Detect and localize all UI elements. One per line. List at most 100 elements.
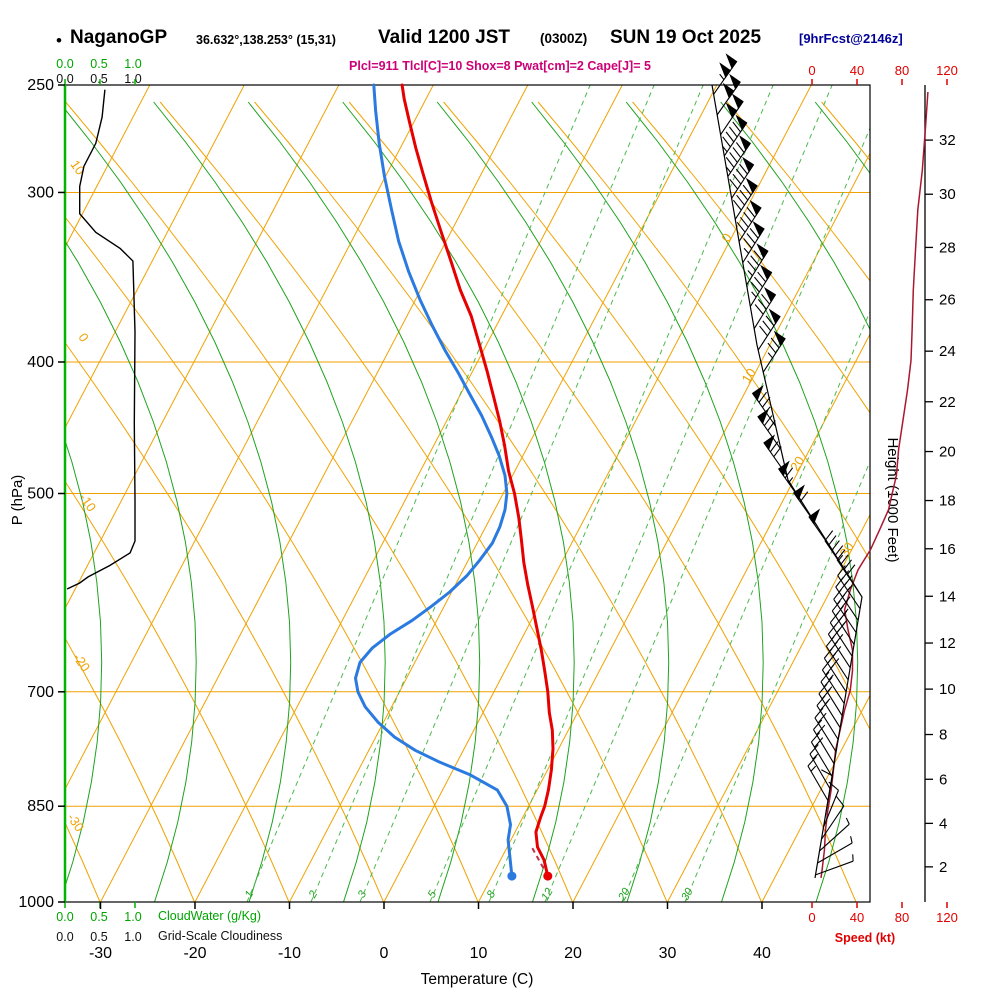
wind-barb xyxy=(829,612,853,657)
pressure-axis-title: P (hPa) xyxy=(9,475,26,526)
cloudwater-scale-top: 0.0 0.5 1.0 xyxy=(48,55,150,73)
wind-barb xyxy=(815,854,854,876)
cloudiness-tick: 0.5 xyxy=(90,72,108,86)
height-tick-label: 16 xyxy=(939,541,956,558)
pressure-tick-label: 700 xyxy=(27,684,54,701)
height-tick-label: 4 xyxy=(939,815,947,832)
wind-barb xyxy=(716,73,741,116)
wind-barb xyxy=(725,135,751,177)
zulu-time: (0300Z) xyxy=(540,31,588,46)
station-name: NaganoGP xyxy=(70,27,168,48)
cloudiness-curve xyxy=(66,89,136,590)
dry-adiabat-label: -30 xyxy=(64,810,87,834)
wind-barb xyxy=(757,308,781,351)
wind-barb xyxy=(746,243,769,286)
wind-barb xyxy=(821,769,833,816)
mixing-ratio-label: 30 xyxy=(679,885,696,902)
speed-tick-label-top: 40 xyxy=(850,63,864,78)
dry-adiabat-label: 10 xyxy=(67,157,88,177)
speed-tick-label-bottom: 40 xyxy=(850,910,864,925)
grid-layer xyxy=(65,85,870,902)
indices-line: Plcl=911 Tlcl[C]=10 Shox=8 Pwat[cm]=2 Ca… xyxy=(349,59,651,73)
height-tick-label: 22 xyxy=(939,394,956,411)
wind-barb xyxy=(813,719,835,765)
wind-barb xyxy=(722,114,748,157)
speed-tick-label-top: 120 xyxy=(936,63,958,78)
wind-barb xyxy=(819,817,850,852)
cloudwater-tick: 1.0 xyxy=(124,910,142,924)
height-tick-label: 32 xyxy=(939,132,956,149)
dewpoint-curve xyxy=(354,83,514,878)
wind-barb xyxy=(808,508,833,550)
cloudwater-tick: 0.5 xyxy=(90,57,108,71)
mixing-ratio-label: 1 xyxy=(243,889,256,900)
pressure-tick-label: 850 xyxy=(27,798,54,815)
temperature-tick-label: 40 xyxy=(753,945,771,962)
cloudiness-tick: 1.0 xyxy=(124,930,142,944)
temperature-tick-label: -30 xyxy=(89,945,112,962)
station-coords: 36.632°,138.253° (15,31) xyxy=(196,33,336,47)
pressure-tick-label: 300 xyxy=(27,184,54,201)
wind-barb xyxy=(749,264,773,307)
mixing-ratio-label: 8 xyxy=(485,888,499,900)
height-tick-label: 14 xyxy=(939,588,956,605)
wind-barb xyxy=(742,221,765,264)
wind-barb xyxy=(821,795,845,840)
mixing-ratio-label: 20 xyxy=(616,885,633,903)
wind-barb xyxy=(757,408,782,450)
valid-date: SUN 19 Oct 2025 xyxy=(610,27,762,48)
pressure-tick-label: 400 xyxy=(27,354,54,371)
pressure-tick-label: 250 xyxy=(27,77,54,94)
height-tick-label: 18 xyxy=(939,493,956,510)
wind-barb xyxy=(736,199,762,242)
dry-adiabat-label: 0 xyxy=(75,330,91,345)
isotherm-label: 0 xyxy=(718,231,735,245)
parcel-path xyxy=(530,846,549,877)
wind-barb xyxy=(751,385,777,427)
cloudwater-scale-bottom: 0.0 0.5 1.0 xyxy=(48,908,150,926)
temperature-tick-label: 0 xyxy=(380,945,389,962)
height-tick-label: 2 xyxy=(939,859,947,876)
speed-tick-label-bottom: 80 xyxy=(895,910,909,925)
forecast-tag: [9hrFcst@2146z] xyxy=(799,31,903,46)
wind-barb xyxy=(753,286,777,329)
cloudwater-tick: 0.0 xyxy=(56,57,74,71)
wind-barb xyxy=(827,623,851,669)
surface-temperature-dot xyxy=(543,871,553,881)
height-tick-label: 26 xyxy=(939,292,956,309)
height-tick-label: 6 xyxy=(939,771,947,788)
height-tick-label: 10 xyxy=(939,681,956,698)
isotherm-label: 10 xyxy=(739,366,759,386)
cloudiness-scale-bottom: 0.0 0.5 1.0 xyxy=(48,928,150,946)
temperature-tick-label: 10 xyxy=(470,945,488,962)
height-tick-label: 30 xyxy=(939,186,956,203)
mixing-ratio-label: 12 xyxy=(539,886,556,903)
wind-barb xyxy=(825,636,849,681)
station-bullet-icon: • xyxy=(56,31,62,50)
speed-tick-label-top: 80 xyxy=(895,63,909,78)
wind-barb xyxy=(836,549,860,594)
temperature-tick-label: 20 xyxy=(564,945,582,962)
mixing-ratio-label: 2 xyxy=(306,889,320,901)
pressure-tick-label: 1000 xyxy=(18,894,54,911)
speed-axis-title: Speed (kt) xyxy=(834,931,896,945)
surface-dewpoint-dot xyxy=(507,871,517,881)
mixing-ratio-label: 3 xyxy=(356,888,370,900)
wind-barb xyxy=(820,671,843,717)
wind-barb xyxy=(831,600,855,645)
speed-tick-label-top: 0 xyxy=(808,63,815,78)
wind-barb xyxy=(823,648,847,693)
wind-barb xyxy=(732,177,758,220)
cloudwater-axis-title: CloudWater (g/Kg) xyxy=(158,909,262,923)
height-tick-label: 24 xyxy=(939,343,956,360)
speed-tick-label-bottom: 120 xyxy=(936,910,958,925)
cloudwater-tick: 0.0 xyxy=(56,910,74,924)
wind-barb xyxy=(817,836,853,864)
cloudiness-scale-top: 0.0 0.5 1.0 xyxy=(48,70,150,88)
speed-tick-label-bottom: 0 xyxy=(808,910,815,925)
wind-barb xyxy=(713,53,738,95)
cloudwater-tick: 1.0 xyxy=(124,57,142,71)
temperature-tick-label: -20 xyxy=(183,945,206,962)
